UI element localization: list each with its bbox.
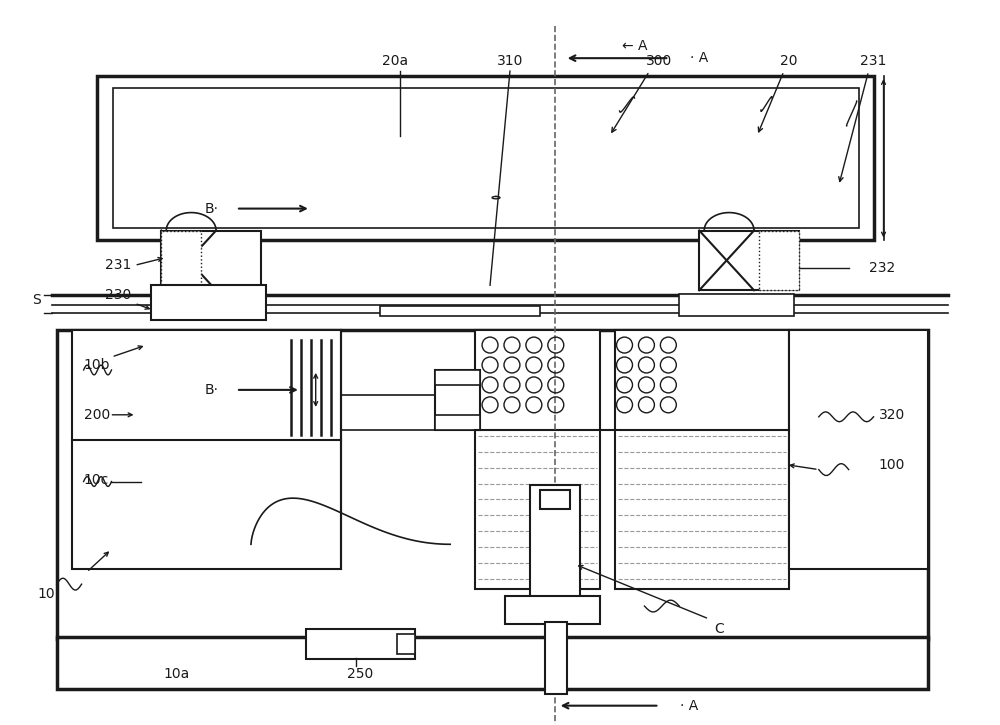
Bar [540,489,570,510]
Text: 10: 10 [38,587,56,601]
Bar [789,330,928,569]
Bar [759,231,799,290]
Bar [113,88,859,228]
Bar [435,370,480,430]
Text: B·: B· [205,202,219,215]
Bar [530,484,580,599]
Text: · A: · A [690,51,708,65]
Text: 10b: 10b [84,358,110,372]
Text: 20a: 20a [382,54,408,68]
Bar [435,415,480,430]
Bar [57,637,928,689]
Text: 231: 231 [105,258,131,273]
Text: 230: 230 [105,289,131,302]
Bar [505,596,600,624]
Text: 310: 310 [497,54,523,68]
Text: 20: 20 [780,54,798,68]
Text: 200: 200 [84,407,110,422]
Bar [615,330,789,589]
Text: S: S [32,293,41,307]
Text: 320: 320 [879,407,905,422]
Bar [545,622,567,694]
Bar [435,370,480,385]
Bar [380,306,540,316]
Text: · A: · A [680,699,698,713]
Text: ← A: ← A [622,39,647,53]
Text: 231: 231 [860,54,887,68]
Text: B·: B· [205,383,219,397]
Bar [161,231,261,290]
Bar [97,76,874,241]
Bar [475,330,600,589]
Text: C: C [714,622,724,636]
Bar [397,634,415,654]
Text: 250: 250 [347,667,374,681]
Text: 10a: 10a [163,667,189,681]
Text: 232: 232 [869,261,895,276]
Bar [57,330,928,639]
Bar [161,231,201,290]
Text: 10c: 10c [84,473,109,486]
Text: 100: 100 [879,457,905,471]
Bar [306,629,415,659]
Bar [72,330,341,569]
Bar [679,294,794,316]
Text: 300: 300 [646,54,673,68]
Bar [699,231,799,290]
Bar [151,286,266,320]
